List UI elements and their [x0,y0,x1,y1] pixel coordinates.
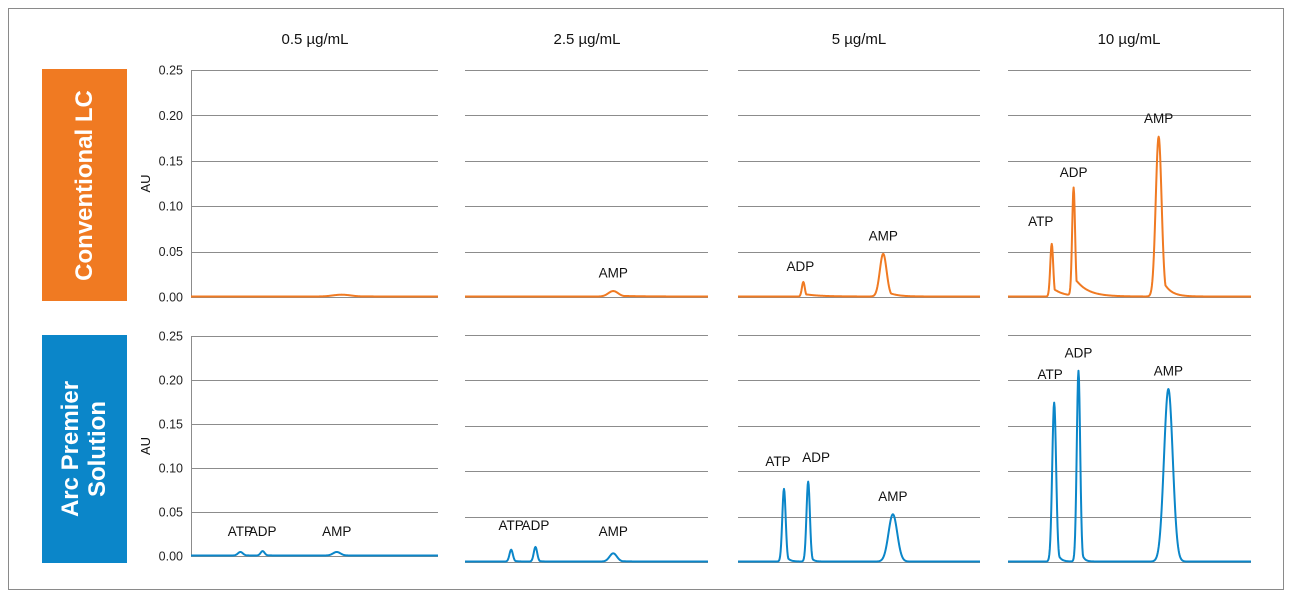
trace-arc-premier [1007,369,1252,563]
y-axis-label: AU [138,437,153,455]
peak-label: ADP [1060,165,1088,180]
row-label-arc-premier: Arc Premier Solution [42,335,127,563]
y-tick-label: 0.00 [159,550,183,564]
y-axis-label: AU [138,174,153,192]
y-tick-label: 0.15 [159,154,183,168]
y-tick-label: 0.25 [159,64,183,78]
peak-label: ADP [522,518,550,533]
trace-conventional [464,290,709,298]
peak-label: AMP [599,524,628,539]
peak-label: ADP [249,524,277,539]
trace-arc-premier [464,545,709,563]
peak-label: ADP [802,450,830,465]
y-tick-label: 0.15 [159,418,183,432]
figure-frame [8,8,1284,590]
y-tick-label: 0.25 [159,330,183,344]
row-label-conventional-lc: Conventional LC [42,69,127,301]
column-title: 5 µg/mL [831,31,887,48]
y-tick-label: 0.05 [159,245,183,259]
trace-conventional [737,252,981,298]
column-title: 0.5 µg/mL [281,31,349,48]
y-tick-label: 0.20 [159,374,183,388]
peak-label: ADP [1065,345,1093,360]
peak-label: ATP [228,524,253,539]
y-tick-label: 0.00 [159,291,183,305]
peak-label: ATP [1028,214,1053,229]
y-tick-label: 0.10 [159,462,183,476]
peak-label: AMP [1144,111,1173,126]
y-tick-label: 0.20 [159,109,183,123]
peak-label: ATP [765,454,790,469]
trace-arc-premier [190,550,439,557]
peak-label: AMP [599,266,628,281]
peak-label: AMP [878,489,907,504]
y-tick-label: 0.10 [159,200,183,214]
column-title: 2.5 µg/mL [553,31,621,48]
trace-arc-premier [737,480,981,563]
peak-label: ATP [499,518,524,533]
peak-label: AMP [1154,363,1183,378]
peak-label: AMP [869,228,898,243]
peak-label: ADP [786,259,814,274]
column-title: 10 µg/mL [1097,31,1161,48]
peak-label: AMP [322,524,351,539]
trace-conventional [1007,135,1252,298]
trace-conventional [190,293,439,298]
y-tick-label: 0.05 [159,506,183,520]
peak-label: ATP [1038,367,1063,382]
